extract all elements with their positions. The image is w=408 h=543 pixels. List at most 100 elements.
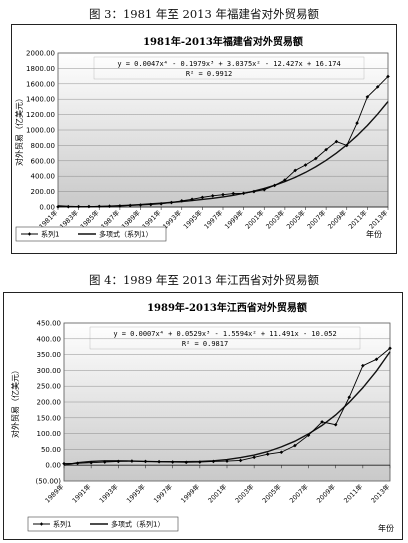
series1-point [198,460,202,464]
x-tick-label: 1995年 [124,482,147,505]
series1-point [241,191,246,196]
series1-point [143,459,148,464]
y-tick-label: 300.00 [37,367,62,375]
legend-trend-label: 多项式（系列1） [111,520,164,529]
series1-point [355,121,359,125]
series1-point [374,357,379,362]
series1-point [344,143,349,148]
chart-jiangxi-svg: 1989年-2013年江西省对外贸易额 (50.00) 0.00 50.00 100.0… [10,301,394,533]
y-tick-label: 1800.00 [26,65,55,73]
equation-box [89,326,361,350]
legend-series1-label: 系列1 [53,520,71,529]
series1-point [252,455,256,460]
figure3-caption: 图 3：1981 年至 2013 年福建省对外贸易额 [89,7,319,21]
series1-point [179,199,184,203]
y-tick-label: 400.00 [37,335,62,343]
series1-point [128,203,132,208]
y-tick-label: 600.00 [31,157,56,165]
r-squared: R² = 0.9912 [186,70,232,78]
series1-point [365,95,370,99]
x-tick-label: 2009年 [314,482,337,505]
y-tick-label: 1600.00 [26,80,55,88]
series1-point [231,191,236,196]
series1-point [107,204,112,209]
regression-equation: y = 0.0007x⁴ + 0.0529x³ - 1.5594x² + 11.… [113,330,336,338]
series1-point [221,192,225,197]
x-tick-label: 1993年 [97,482,120,505]
series1-point [102,460,107,464]
x-tick-label: 2001年 [243,208,266,231]
series1-point [170,460,175,464]
series1-point [333,422,338,427]
series1-point [169,200,174,205]
series1-point [293,443,297,448]
series1-point [159,201,163,206]
series1-point [56,204,60,209]
series1-point [118,204,122,208]
y-tick-label: 450.00 [37,320,62,328]
x-tick-label: 2007年 [287,482,310,505]
x-tick-label: 2005年 [260,482,283,505]
x-tick-label: 2001年 [206,482,229,505]
y-tick-label: (50.00) [35,478,61,486]
series1-point [386,74,390,79]
series1-point [238,458,243,463]
x-tick-label: 2003年 [264,208,287,231]
series1-point [76,204,81,209]
equation-box [93,56,365,80]
x-tick-label: 1999年 [179,482,202,505]
series1-point [87,204,91,209]
series1-point [303,163,308,167]
y-tick-label: 50.00 [41,446,61,454]
y-tick-label: 1000.00 [26,127,55,135]
x-tick-label: 1997年 [151,482,174,505]
series1-point [306,433,311,437]
chart-title: 1989年-2013年江西省对外贸易额 [147,301,307,314]
series1-point [211,459,216,464]
r-squared: R² = 0.9817 [182,340,228,348]
y-tick-label: 200.00 [37,399,62,407]
series1-point [361,363,365,368]
legend-series1-label: 系列1 [41,230,59,239]
y-tick-label: 2000.00 [26,50,55,58]
series1-point [184,460,189,465]
chart-jiangxi: 1989年-2013年江西省对外贸易额 (50.00) 0.00 50.00 100.0… [3,292,403,540]
series1-point [210,194,215,198]
series1-point [97,204,102,209]
regression-equation: y = 0.0047x⁴ - 0.1979x³ + 3.0375x² - 12.… [117,60,340,68]
y-tick-label: 0.00 [39,204,55,212]
y-tick-label: 250.00 [37,383,62,391]
x-tick-label: 1995年 [181,208,204,231]
y-tick-label: 0.00 [45,462,61,470]
chart-fujian-svg: 1981年-2013年福建省对外贸易额 0.00 200.00 400.00 600.0… [14,35,390,242]
legend-trend-label: 多项式（系列1） [99,230,152,239]
legend-series1-marker [27,232,32,236]
y-axis-label: 对外贸易（亿美元） [14,94,24,166]
series1-point [190,197,194,202]
y-tick-label: 1400.00 [26,96,55,104]
y-axis-label: 对外贸易（亿美元） [10,366,20,438]
y-tick-label: 1200.00 [26,111,55,119]
series1-point [265,452,270,456]
series1-point [138,203,143,207]
x-tick-label: 2003年 [233,482,256,505]
chart-fujian: 1981年-2013年福建省对外贸易额 0.00 200.00 400.00 600.0… [11,24,397,254]
y-tick-label: 350.00 [37,351,62,359]
series1-point [314,156,318,161]
series1-point [62,461,66,466]
chart-title: 1981年-2013年福建省对外贸易额 [143,35,303,48]
x-tick-label: 1997年 [202,208,225,231]
series1-point [130,459,134,463]
y-tick-label: 800.00 [31,142,56,150]
x-axis-label: 年份 [366,229,382,239]
series1-point [200,195,205,200]
x-tick-label: 2013年 [367,208,390,231]
figure4-caption: 图 4：1989 年至 2013 年江西省对外贸易额 [89,273,319,287]
series1-point [375,85,380,89]
series1-point [66,204,71,209]
y-tick-label: 400.00 [31,173,56,181]
series1-point [157,459,161,464]
x-tick-label: 2011年 [342,482,365,505]
series1-point [225,459,229,463]
series1-point [272,183,277,188]
